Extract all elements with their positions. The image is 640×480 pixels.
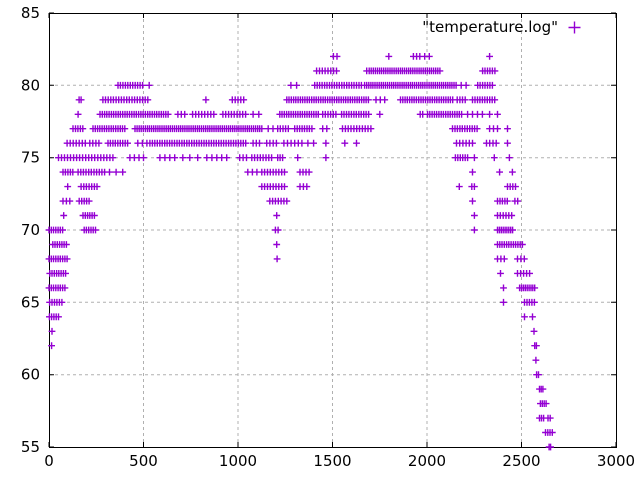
y-tick-label: 80 xyxy=(21,76,40,94)
y-tick-label: 65 xyxy=(21,293,40,311)
y-tick-label: 70 xyxy=(21,221,40,239)
x-tick-label: 2000 xyxy=(408,452,446,470)
y-tick-label: 75 xyxy=(21,149,40,167)
legend-series-label: "temperature.log" xyxy=(422,18,558,36)
x-tick-label: 1500 xyxy=(313,452,351,470)
legend: "temperature.log" xyxy=(422,18,581,36)
y-tick-label: 85 xyxy=(21,4,40,22)
x-tick-label: 500 xyxy=(129,452,158,470)
y-tick-label: 55 xyxy=(21,438,40,456)
plus-marker-icon xyxy=(568,21,581,33)
x-tick-label: 1000 xyxy=(219,452,257,470)
grid-lines xyxy=(49,13,616,447)
x-tick-label: 0 xyxy=(44,452,54,470)
data-points xyxy=(45,53,556,451)
x-tick-label: 3000 xyxy=(597,452,635,470)
y-tick-label: 60 xyxy=(21,366,40,384)
x-tick-label: 2500 xyxy=(502,452,540,470)
